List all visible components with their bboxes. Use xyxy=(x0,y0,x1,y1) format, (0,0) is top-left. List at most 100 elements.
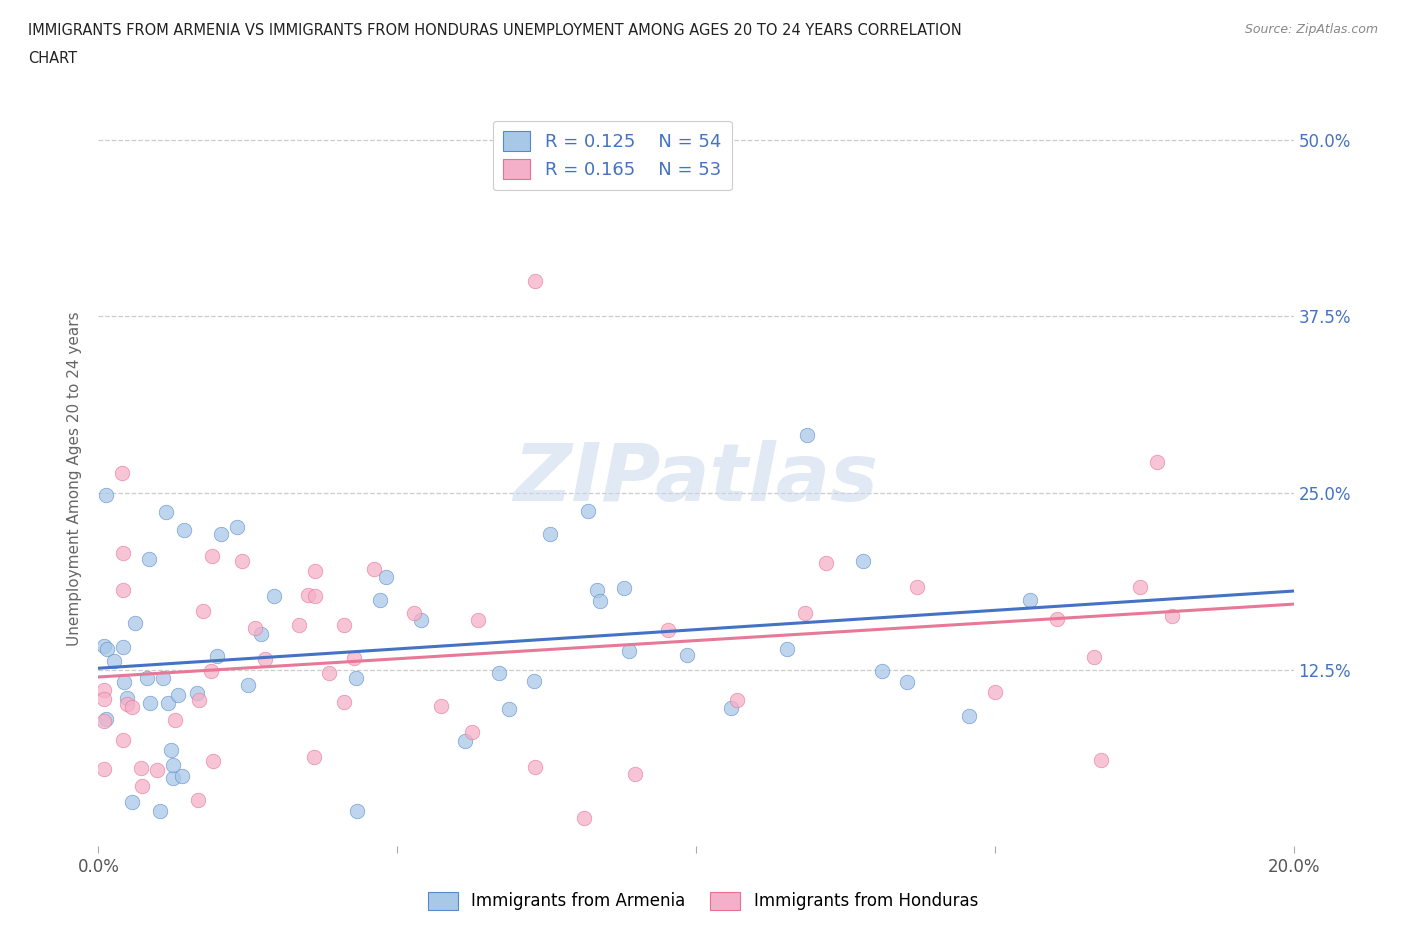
Point xyxy=(870,664,893,679)
Point xyxy=(363,562,385,577)
Point xyxy=(146,763,169,777)
Point xyxy=(796,428,818,443)
Point xyxy=(343,651,366,666)
Point xyxy=(794,606,817,621)
Point xyxy=(572,811,595,826)
Point xyxy=(162,757,184,772)
Point xyxy=(333,695,356,710)
Point xyxy=(852,553,875,568)
Point xyxy=(304,564,326,578)
Point xyxy=(250,627,273,642)
Point xyxy=(243,620,266,635)
Point xyxy=(124,616,146,631)
Point xyxy=(209,526,232,541)
Point xyxy=(333,618,356,632)
Point xyxy=(163,712,186,727)
Point xyxy=(467,612,489,627)
Point xyxy=(720,700,742,715)
Point xyxy=(538,526,561,541)
Point xyxy=(657,623,679,638)
Point xyxy=(814,555,837,570)
Point xyxy=(187,792,209,807)
Point xyxy=(193,603,215,618)
Point xyxy=(488,666,510,681)
Point xyxy=(346,804,368,818)
Point xyxy=(1046,612,1069,627)
Point xyxy=(523,674,546,689)
Point xyxy=(173,523,195,538)
Point xyxy=(121,699,143,714)
Text: IMMIGRANTS FROM ARMENIA VS IMMIGRANTS FROM HONDURAS UNEMPLOYMENT AMONG AGES 20 T: IMMIGRANTS FROM ARMENIA VS IMMIGRANTS FR… xyxy=(28,23,962,38)
Point xyxy=(429,698,451,713)
Point xyxy=(111,732,134,747)
Point xyxy=(93,761,115,776)
Point xyxy=(139,696,162,711)
Point xyxy=(454,734,477,749)
Point xyxy=(138,551,160,566)
Point xyxy=(368,592,391,607)
Point xyxy=(188,692,211,707)
Point xyxy=(589,593,612,608)
Point xyxy=(225,520,247,535)
Point xyxy=(302,750,325,764)
Point xyxy=(111,465,134,480)
Point xyxy=(207,649,229,664)
Point xyxy=(96,487,118,502)
Point xyxy=(94,711,117,726)
Point xyxy=(288,618,311,632)
Point xyxy=(162,770,184,785)
Point xyxy=(409,613,432,628)
Point xyxy=(775,642,797,657)
Point xyxy=(152,671,174,685)
Point xyxy=(957,709,980,724)
Point xyxy=(96,642,118,657)
Point xyxy=(523,273,546,288)
Point xyxy=(905,579,928,594)
Point xyxy=(111,546,134,561)
Point xyxy=(254,652,277,667)
Point xyxy=(402,605,425,620)
Point xyxy=(112,674,135,689)
Point xyxy=(623,766,645,781)
Point xyxy=(1146,455,1168,470)
Point xyxy=(111,583,134,598)
Point xyxy=(344,671,367,686)
Text: ZIPatlas: ZIPatlas xyxy=(513,440,879,518)
Point xyxy=(200,663,222,678)
Point xyxy=(318,666,340,681)
Point xyxy=(112,639,135,654)
Point xyxy=(167,688,190,703)
Point xyxy=(236,677,259,692)
Point xyxy=(1019,592,1042,607)
Point xyxy=(121,794,143,809)
Point xyxy=(297,587,319,602)
Text: Source: ZipAtlas.com: Source: ZipAtlas.com xyxy=(1244,23,1378,36)
Point xyxy=(725,693,748,708)
Point xyxy=(136,671,159,685)
Point xyxy=(186,685,208,700)
Text: CHART: CHART xyxy=(28,51,77,66)
Point xyxy=(675,647,697,662)
Point xyxy=(304,589,326,604)
Point xyxy=(129,761,152,776)
Point xyxy=(115,691,138,706)
Point xyxy=(1083,650,1105,665)
Point xyxy=(131,778,153,793)
Point xyxy=(93,683,115,698)
Point xyxy=(93,639,115,654)
Point xyxy=(170,769,193,784)
Point xyxy=(93,713,115,728)
Y-axis label: Unemployment Among Ages 20 to 24 years: Unemployment Among Ages 20 to 24 years xyxy=(67,312,83,646)
Point xyxy=(576,503,599,518)
Point xyxy=(1129,580,1152,595)
Point xyxy=(1090,753,1112,768)
Point xyxy=(103,654,125,669)
Point xyxy=(201,549,224,564)
Point xyxy=(613,580,636,595)
Point xyxy=(231,553,253,568)
Point xyxy=(160,742,183,757)
Point xyxy=(155,505,177,520)
Point xyxy=(498,701,520,716)
Point xyxy=(461,724,484,739)
Point xyxy=(523,760,546,775)
